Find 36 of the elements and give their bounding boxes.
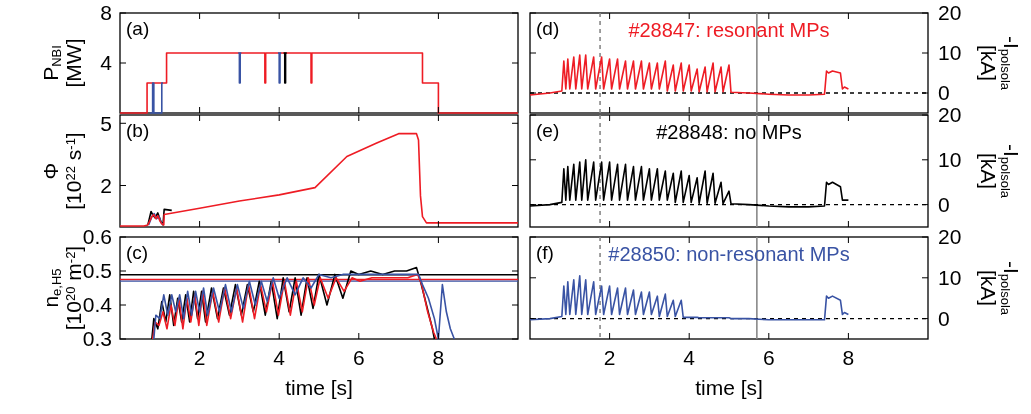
annotation: (b) bbox=[126, 120, 150, 141]
y2-axis-title: -I$_{polsola}$ [kA] bbox=[977, 260, 1023, 316]
y2-axis-title: -I$_{polsola}$ [kA] bbox=[977, 143, 1023, 199]
y2-tick-label: 20 bbox=[938, 225, 962, 249]
y2-tick-label: 10 bbox=[938, 266, 962, 290]
annotation: (d) bbox=[536, 18, 560, 39]
y-tick-label: 0.5 bbox=[82, 259, 112, 283]
y2-tick-label: 10 bbox=[938, 148, 962, 172]
annotation: (f) bbox=[536, 242, 554, 263]
series-label: #28847: resonant MPs bbox=[628, 19, 830, 41]
y2-tick-label: 20 bbox=[938, 103, 962, 127]
annotation: (a) bbox=[126, 18, 150, 39]
x-tick-label: 8 bbox=[842, 346, 855, 369]
y2-axis-title: -I$_{polsola}$ [kA] bbox=[977, 35, 1023, 91]
x-axis-title: time [s] bbox=[285, 376, 353, 399]
x-tick-label: 2 bbox=[603, 346, 616, 369]
x-tick-label: 6 bbox=[762, 346, 775, 369]
y2-tick-label: 0 bbox=[938, 81, 950, 105]
y2-tick-label: 0 bbox=[938, 306, 950, 330]
legend-label: #28848: no MPs bbox=[656, 121, 802, 143]
annotation: (c) bbox=[126, 242, 149, 263]
x-tick-label: 4 bbox=[683, 346, 696, 369]
y2-tick-label: 10 bbox=[938, 41, 962, 65]
x-tick-label: 2 bbox=[193, 346, 206, 369]
y-tick-label: 2 bbox=[100, 173, 112, 197]
y-tick-label: 0.4 bbox=[82, 293, 113, 317]
x-axis-title: time [s] bbox=[695, 376, 763, 399]
y-tick-label: 5 bbox=[100, 111, 112, 135]
annotation: (e) bbox=[536, 120, 560, 141]
x-tick-label: 4 bbox=[273, 346, 286, 369]
x-tick-label: 6 bbox=[352, 346, 365, 369]
y2-tick-label: 20 bbox=[938, 1, 962, 25]
x-tick-label: 8 bbox=[432, 346, 445, 369]
y-tick-label: 4 bbox=[100, 51, 113, 75]
y2-tick-label: 0 bbox=[938, 192, 950, 216]
y-tick-label: 8 bbox=[100, 1, 112, 25]
